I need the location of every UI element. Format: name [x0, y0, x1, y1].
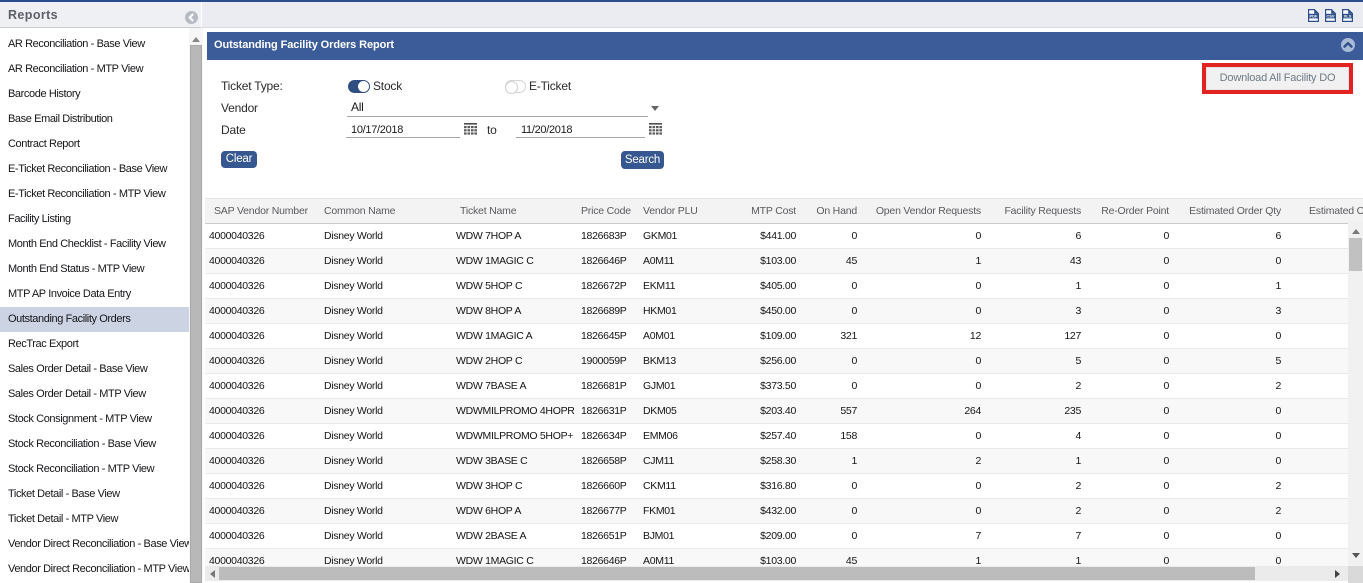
svg-text:XLS: XLS: [1344, 14, 1352, 19]
svg-text:CSV: CSV: [1326, 14, 1335, 19]
svg-text:PDF: PDF: [1310, 14, 1319, 19]
